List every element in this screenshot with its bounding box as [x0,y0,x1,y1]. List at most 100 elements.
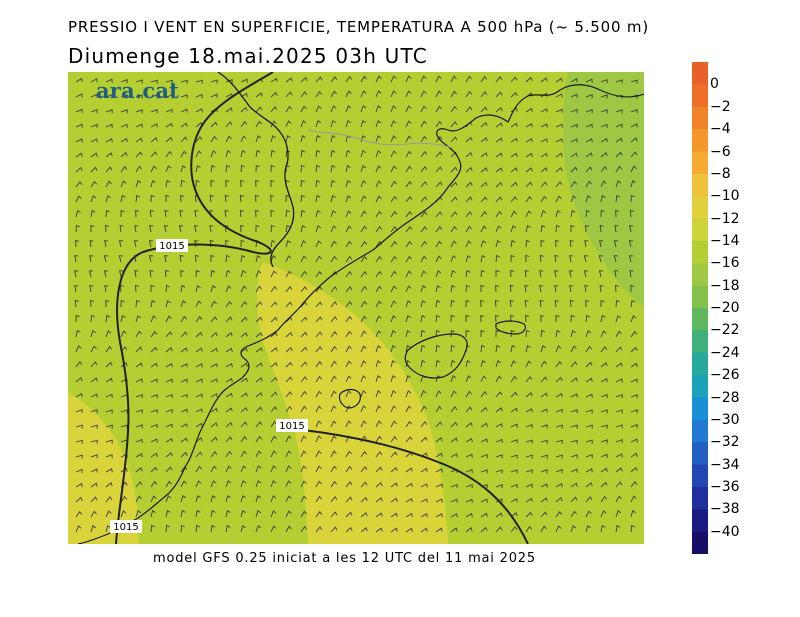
wind-barb [495,122,503,128]
wind-barb [285,480,292,488]
wind-barb [465,453,473,458]
wind-barb [390,390,397,398]
wind-barb [540,181,548,188]
wind-barb [495,269,500,277]
wind-barb [165,331,173,338]
wind-barb [194,225,199,233]
wind-barb [255,450,262,458]
wind-barb [480,375,487,383]
wind-barb [75,181,83,188]
colorbar-tick-label: −24 [710,344,740,361]
wind-barb [360,390,367,398]
wind-barb [480,167,488,173]
wind-barb [585,424,593,429]
wind-barb [270,135,276,143]
wind-barb [555,195,562,203]
wind-barb [315,240,322,248]
wind-barb [120,467,128,473]
wind-barb [405,211,413,218]
wind-barb [300,301,308,308]
wind-barb [150,94,158,99]
wind-barb [90,424,98,429]
wind-barb [240,270,247,278]
wind-barb [270,525,277,533]
wind-barb [90,195,97,203]
isobar-label: 1015 [276,419,308,432]
wind-barb [270,406,278,413]
wind-barb [195,269,200,278]
wind-barb [450,166,458,173]
wind-barb [120,94,128,99]
wind-barb [450,314,455,323]
wind-barb [180,509,186,518]
wind-barb [630,346,638,353]
wind-barb [119,225,124,233]
wind-barb [570,108,578,114]
wind-barb [225,239,230,248]
wind-barb [150,179,156,188]
wind-barb [435,468,443,473]
wind-barb [524,285,529,293]
wind-barb [615,346,623,353]
wind-barb [375,120,382,128]
wind-barb [585,166,593,173]
wind-barb [450,483,458,488]
wind-barb [89,255,94,263]
wind-barb [540,483,548,488]
wind-barb [135,79,143,84]
wind-barb [330,345,338,353]
temperature-colorbar [692,62,708,554]
wind-barb [315,120,322,128]
wind-barb [225,347,233,353]
wind-barb [315,76,323,83]
wind-barb [390,195,398,203]
wind-barb [540,329,546,338]
wind-barb [495,137,503,143]
wind-barb [435,270,442,278]
wind-barb [300,224,306,233]
wind-barb [90,361,98,368]
wind-barb [450,90,457,98]
wind-barb [165,509,171,518]
wind-barb [255,421,263,428]
wind-barb [300,149,306,158]
wind-barb [74,299,79,308]
wind-barb [150,165,157,173]
wind-barb [225,332,233,338]
wind-barb [555,345,562,353]
wind-barb [450,105,458,113]
wind-barb [420,255,427,263]
wind-barb [210,285,217,293]
wind-barb [240,435,248,443]
wind-barb [240,106,248,113]
wind-barb [315,526,323,533]
wind-barb [255,347,263,353]
wind-barb [300,331,308,338]
wind-barb [375,165,382,173]
wind-barb [345,255,353,263]
colorbar-tick-label: −20 [710,300,740,316]
wind-barb [600,495,608,503]
wind-barb [225,509,231,518]
wind-barb [375,512,383,518]
wind-barb [510,91,518,98]
wind-barb [465,359,471,368]
wind-barb [150,452,158,458]
colorbar-tick-label: −36 [710,478,740,495]
wind-barb [599,285,604,293]
wind-barb [555,77,563,83]
wind-barb [583,270,588,278]
colorbar-tick-label: −16 [710,255,740,272]
wind-barb [510,454,518,459]
wind-barb [420,166,428,173]
isobar-line [283,427,529,544]
wind-barb [540,138,548,143]
wind-barb [570,329,576,338]
wind-barb [120,314,126,323]
wind-barb [570,314,575,323]
wind-barb [300,361,308,368]
wind-barb [390,497,398,503]
wind-barb [570,482,578,488]
wind-barb [390,359,396,368]
wind-barb [150,378,158,383]
